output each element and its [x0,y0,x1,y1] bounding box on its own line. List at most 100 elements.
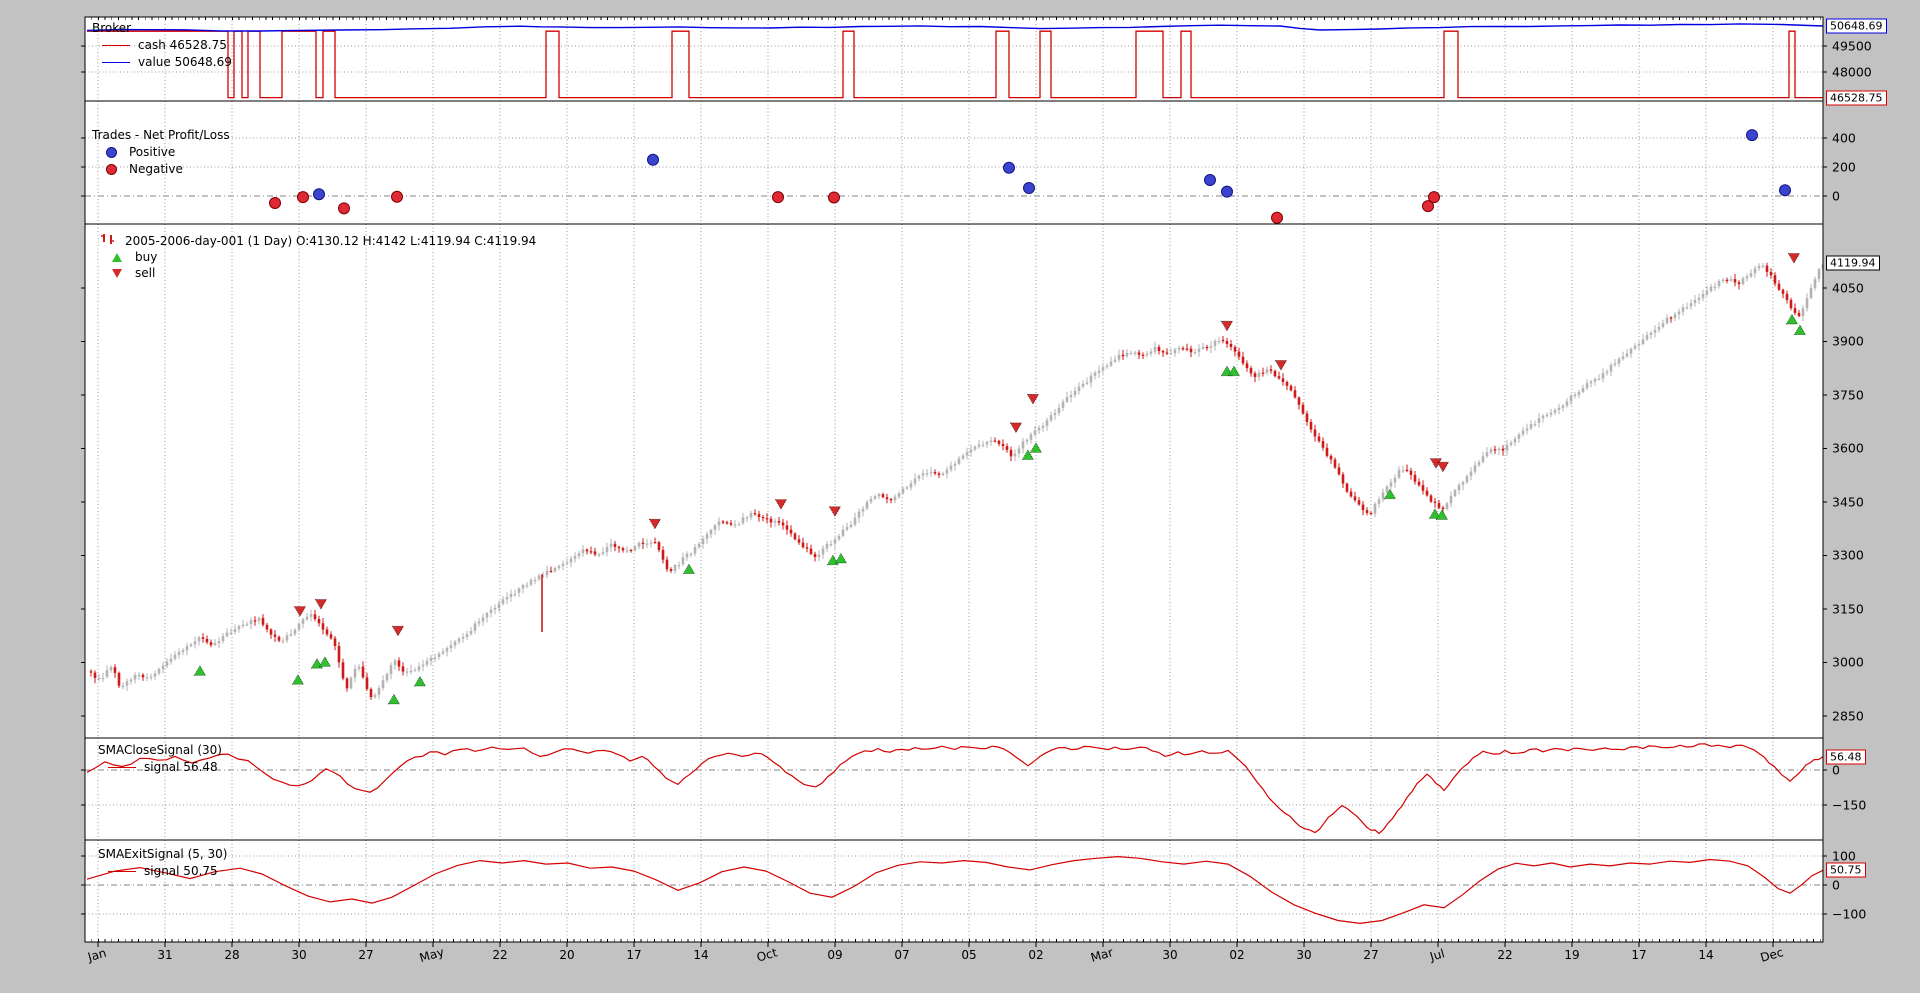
frames-and-ticks [81,16,1827,947]
negative-trade-dot [1422,200,1434,213]
positive-trade-dot [1746,129,1758,142]
panel-smaexit [85,840,1823,942]
sell-marker [293,606,307,617]
x-tick-label: 30 [1162,948,1178,962]
sell-marker [1274,360,1288,371]
sell-marker [774,499,788,510]
negative-legend-label: Negative [129,162,183,176]
x-tick-label: 02 [1229,948,1245,962]
buy-marker [193,664,207,676]
y-tick-label: 3450 [1832,494,1864,510]
x-tick-label: 02 [1028,948,1044,962]
frame-smaexit [84,839,1824,943]
smaclose-line-swatch [108,767,136,768]
trades-series [269,129,1791,224]
panel-broker [85,17,1823,101]
trades-legend: Trades - Net Profit/Loss Positive Negati… [92,127,230,178]
positive-dot-icon [106,147,117,158]
y-tick-label: 100 [1832,848,1856,864]
y-tick-label: 3750 [1832,387,1864,403]
x-tick-label: 07 [894,948,910,962]
positive-trade-dot [313,188,325,201]
axis-value-tag: 56.48 [1826,749,1866,765]
positive-trade-dot [1003,161,1015,174]
panel-smaclose [85,738,1823,840]
sell-marker [1436,461,1450,473]
smaexit-line-swatch [108,871,136,872]
x-tick-label: 17 [1631,948,1647,962]
grid-smaexit [85,840,1823,942]
buy-marker [1227,365,1241,377]
buy-triangle-icon [112,252,122,262]
panel-trades [85,101,1823,224]
x-tick-label: 22 [492,948,508,962]
sell-marker [828,506,842,518]
broker-legend: Broker cash 46528.75 value 50648.69 [92,20,232,71]
smaclose-title: SMACloseSignal (30) [98,743,222,757]
x-tick-label: 28 [224,948,240,962]
x-tick-label: 17 [626,948,642,962]
buy-marker [413,675,427,687]
positive-trade-dot [647,153,659,166]
axis-value-tag: 50648.69 [1826,18,1887,34]
cash-legend-label: cash 46528.75 [138,38,227,52]
smaexit-series [86,855,1823,925]
trades-legend-positive: Positive [92,144,230,161]
negative-trade-dot [772,191,784,204]
negative-trade-dot [828,191,840,204]
negative-trade-dot [1271,211,1283,224]
y-tick-label: 200 [1832,159,1856,175]
sell-marker [1220,320,1234,332]
smaclose-signal-line [86,743,1823,835]
axis-value-tag: 46528.75 [1826,90,1887,106]
smaexit-signal-line [86,855,1823,925]
y-tick-label: 0 [1832,188,1840,204]
price-legend: 2005-2006-day-001 (1 Day) O:4130.12 H:41… [97,233,536,281]
x-tick-label: 27 [358,948,374,962]
smaclose-signal-label: signal 56.48 [144,760,218,774]
sell-marker [314,599,328,610]
x-tick-label: 19 [1564,948,1580,962]
smaexit-title: SMAExitSignal (5, 30) [98,847,228,861]
candlestick-legend-icon [99,233,117,250]
grid-trades [85,101,1823,224]
price-title: 2005-2006-day-001 (1 Day) O:4130.12 H:41… [125,233,537,248]
trades-title: Trades - Net Profit/Loss [92,128,230,142]
value-series [86,23,1823,32]
sell-marker [648,518,662,530]
broker-legend-value: value 50648.69 [92,54,232,71]
broker-series [86,23,1823,99]
buy-marker [1428,508,1442,519]
broker-legend-cash: cash 46528.75 [92,37,232,54]
negative-trade-dot [269,196,281,209]
positive-trade-dot [1023,182,1035,195]
y-tick-label: 400 [1832,130,1856,146]
broker-title: Broker [92,21,132,35]
x-tick-label: 30 [291,948,307,962]
x-tick-label: 27 [1363,948,1379,962]
positive-trade-dot [1204,174,1216,187]
x-tick-label: 09 [827,948,843,962]
negative-trade-dot [1428,191,1440,204]
x-tick-label: 30 [1296,948,1312,962]
x-tick-label: 20 [559,948,575,962]
sell-marker [1787,253,1801,264]
y-tick-label: 3150 [1832,601,1864,617]
negative-trade-dot [338,202,350,215]
y-tick-label: 3000 [1832,654,1864,670]
buy-marker [1383,488,1397,500]
sell-marker [1026,394,1040,405]
value-legend-label: value 50648.69 [138,55,232,69]
positive-trade-dot [1221,185,1233,198]
buy-marker [291,673,305,685]
price-legend-buy: buy [97,249,536,265]
positive-trade-dot [1779,184,1791,197]
cash-series [87,30,1823,99]
smaclose-legend: SMACloseSignal (30) signal 56.48 [98,742,222,776]
y-tick-label: 2850 [1832,708,1864,724]
trades-legend-negative: Negative [92,161,230,178]
y-tick-label: −150 [1832,797,1867,813]
buy-marker [1785,313,1799,325]
smaexit-legend: SMAExitSignal (5, 30) signal 50.75 [98,846,227,880]
